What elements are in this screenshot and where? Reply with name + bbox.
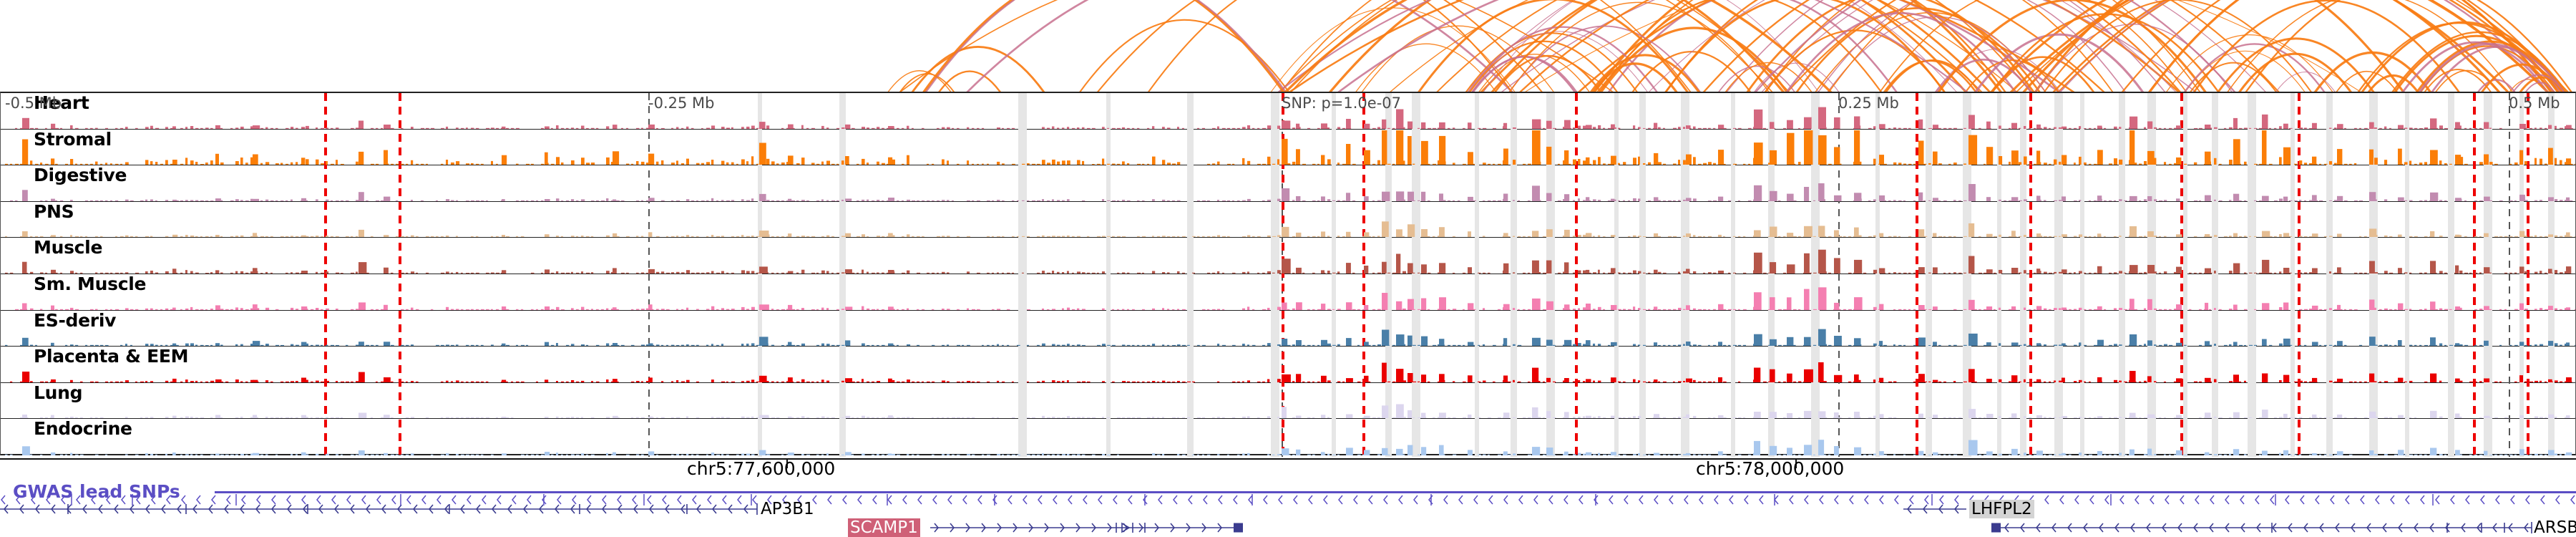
signal-profile bbox=[5, 249, 2572, 274]
signal-digestive bbox=[1, 167, 2575, 201]
track-label-stromal: Stromal bbox=[34, 129, 112, 150]
track-sm-muscle[interactable]: Sm. Muscle bbox=[1, 274, 2575, 311]
arc-svg bbox=[887, 0, 2573, 93]
gene-label-arsb[interactable]: ARSB bbox=[2534, 518, 2576, 537]
gene-annotation-panel: GWAS lead SNPs AP3B1 SCAMP1 LHFPL2 ARSB bbox=[0, 481, 2576, 537]
gene-label-scamp1[interactable]: SCAMP1 bbox=[848, 518, 920, 537]
track-label-pns: PNS bbox=[34, 201, 74, 222]
track-heart[interactable]: Heart bbox=[1, 93, 2575, 130]
track-label-digestive: Digestive bbox=[34, 165, 127, 186]
signal-profile bbox=[15, 107, 2573, 129]
signal-heart bbox=[1, 95, 2575, 129]
signal-track-stack: -0.5 Mb -0.25 Mb SNP: p=1.0e-07 0.25 Mb … bbox=[0, 92, 2576, 457]
track-digestive[interactable]: Digestive bbox=[1, 165, 2575, 202]
axis-tick-label-midright: 0.25 Mb bbox=[1838, 95, 1899, 112]
track-placenta-eem[interactable]: Placenta & EEM bbox=[1, 347, 2575, 383]
genomic-coordinate-strip: chr5:77,600,000 chr5:78,000,000 bbox=[0, 458, 2576, 483]
signal-profile bbox=[10, 183, 2573, 201]
signal-es-deriv bbox=[1, 311, 2575, 347]
signal-profile bbox=[5, 221, 2575, 238]
track-label-sm-muscle: Sm. Muscle bbox=[34, 274, 147, 294]
gene-label-lhfpl2[interactable]: LHFPL2 bbox=[1969, 500, 2034, 518]
signal-profile bbox=[5, 329, 2575, 347]
track-pns[interactable]: PNS bbox=[1, 202, 2575, 238]
track-label-endocrine: Endocrine bbox=[34, 419, 132, 440]
track-label-muscle: Muscle bbox=[34, 238, 103, 258]
signal-profile bbox=[5, 440, 2572, 455]
coordinate-ruler bbox=[0, 458, 2576, 468]
gene-models-svg bbox=[0, 494, 2575, 533]
signal-placenta-eem bbox=[1, 348, 2575, 382]
coordinate-label-right: chr5:78,000,000 bbox=[1696, 458, 1845, 479]
track-label-es-deriv: ES-deriv bbox=[34, 310, 117, 331]
axis-tick-label-right: 0.5 Mb bbox=[2509, 95, 2560, 112]
signal-lung bbox=[1, 384, 2575, 419]
axis-tick-label-left: -0.5 Mb bbox=[5, 95, 62, 112]
gwas-lead-snps-line bbox=[215, 491, 2576, 493]
signal-endocrine bbox=[1, 421, 2575, 455]
signal-pns bbox=[1, 203, 2575, 238]
gene-label-ap3b1[interactable]: AP3B1 bbox=[761, 500, 814, 518]
track-es-deriv[interactable]: ES-deriv bbox=[1, 311, 2575, 347]
track-label-heart: Heart bbox=[34, 93, 89, 113]
track-label-lung: Lung bbox=[34, 382, 83, 403]
signal-profile bbox=[5, 130, 2575, 165]
signal-muscle bbox=[1, 239, 2575, 274]
chromatin-interaction-arcs bbox=[0, 0, 2576, 93]
track-lung[interactable]: Lung bbox=[1, 383, 2575, 420]
track-muscle[interactable]: Muscle bbox=[1, 238, 2575, 274]
track-endocrine[interactable]: Endocrine bbox=[1, 419, 2575, 455]
signal-profile bbox=[10, 362, 2572, 382]
signal-profile bbox=[15, 286, 2575, 310]
signal-profile bbox=[20, 404, 2575, 419]
axis-tick-label-midleft: -0.25 Mb bbox=[648, 95, 715, 112]
snp-pvalue-annotation: SNP: p=1.0e-07 bbox=[1282, 95, 1401, 112]
signal-sm-muscle bbox=[1, 276, 2575, 310]
track-stromal[interactable]: Stromal bbox=[1, 130, 2575, 166]
signal-stromal bbox=[1, 130, 2575, 165]
track-label-placenta-eem: Placenta & EEM bbox=[34, 347, 189, 367]
coordinate-label-left: chr5:77,600,000 bbox=[687, 458, 836, 479]
